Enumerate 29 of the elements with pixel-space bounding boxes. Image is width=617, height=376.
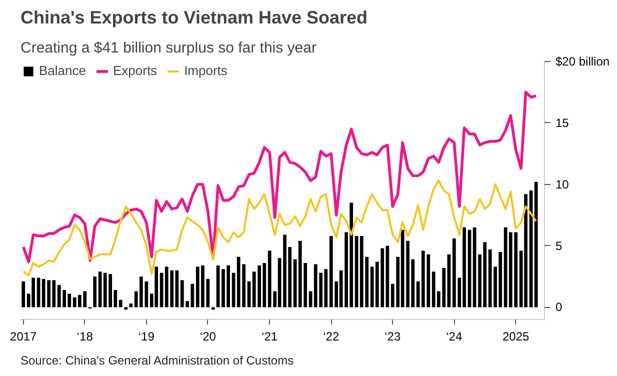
bar: [118, 300, 122, 308]
x-tick-label: ‘18: [76, 330, 94, 344]
y-tick-label: 0: [556, 300, 562, 314]
x-tick-label: 2025: [502, 330, 530, 344]
legend-label: Balance: [39, 63, 86, 78]
x-tick-label: ‘23: [384, 330, 401, 344]
chart-subtitle: Creating a $41 billion surplus so far this year: [20, 40, 316, 56]
bar: [22, 281, 26, 308]
legend-label: Imports: [184, 63, 228, 78]
bar: [93, 276, 97, 308]
legend-label: Exports: [112, 63, 158, 78]
x-tick-label: ‘19: [138, 330, 155, 344]
chart-title: China's Exports to Vietnam Have Soared: [20, 8, 368, 28]
x-tick-label: 2017: [10, 330, 38, 344]
x-tick-label: ‘20: [200, 330, 216, 344]
y-tick-label: 15: [556, 116, 570, 130]
bar: [129, 304, 133, 308]
y-tick-label: 5: [556, 238, 562, 253]
x-tick-label: ‘22: [323, 330, 340, 344]
bar: [124, 307, 128, 310]
line-series: [22, 180, 538, 276]
x-tick-label: ‘21: [262, 330, 278, 344]
bar: [534, 182, 538, 308]
source-note: Source: China's General Administration of Customs: [20, 354, 294, 368]
x-tick-label: ‘24: [446, 330, 462, 344]
line-series: [22, 90, 538, 264]
y-tick-label: 10: [556, 177, 570, 192]
y-tick-label: $20 billion: [556, 54, 610, 68]
bar: [211, 307, 215, 310]
